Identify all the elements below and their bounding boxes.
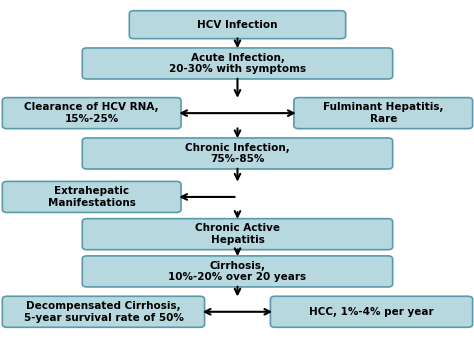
FancyBboxPatch shape — [270, 296, 473, 327]
Text: Chronic Infection,
75%-85%: Chronic Infection, 75%-85% — [185, 143, 290, 164]
Text: Fulminant Hepatitis,
Rare: Fulminant Hepatitis, Rare — [323, 102, 444, 124]
Text: HCV Infection: HCV Infection — [197, 20, 278, 30]
FancyBboxPatch shape — [82, 219, 392, 250]
Text: HCC, 1%-4% per year: HCC, 1%-4% per year — [309, 307, 434, 317]
FancyBboxPatch shape — [82, 256, 392, 287]
Text: Acute Infection,
20-30% with symptoms: Acute Infection, 20-30% with symptoms — [169, 53, 306, 74]
FancyBboxPatch shape — [82, 138, 392, 169]
Text: Clearance of HCV RNA,
15%-25%: Clearance of HCV RNA, 15%-25% — [24, 102, 159, 124]
Text: Decompensated Cirrhosis,
5-year survival rate of 50%: Decompensated Cirrhosis, 5-year survival… — [24, 301, 183, 322]
FancyBboxPatch shape — [82, 48, 392, 79]
FancyBboxPatch shape — [2, 296, 205, 327]
Text: Cirrhosis,
10%-20% over 20 years: Cirrhosis, 10%-20% over 20 years — [168, 261, 307, 282]
Text: Extrahepatic
Manifestations: Extrahepatic Manifestations — [48, 186, 136, 208]
FancyBboxPatch shape — [129, 11, 346, 39]
Text: Chronic Active
Hepatitis: Chronic Active Hepatitis — [195, 223, 280, 245]
FancyBboxPatch shape — [2, 98, 181, 129]
FancyBboxPatch shape — [294, 98, 473, 129]
FancyBboxPatch shape — [2, 182, 181, 213]
